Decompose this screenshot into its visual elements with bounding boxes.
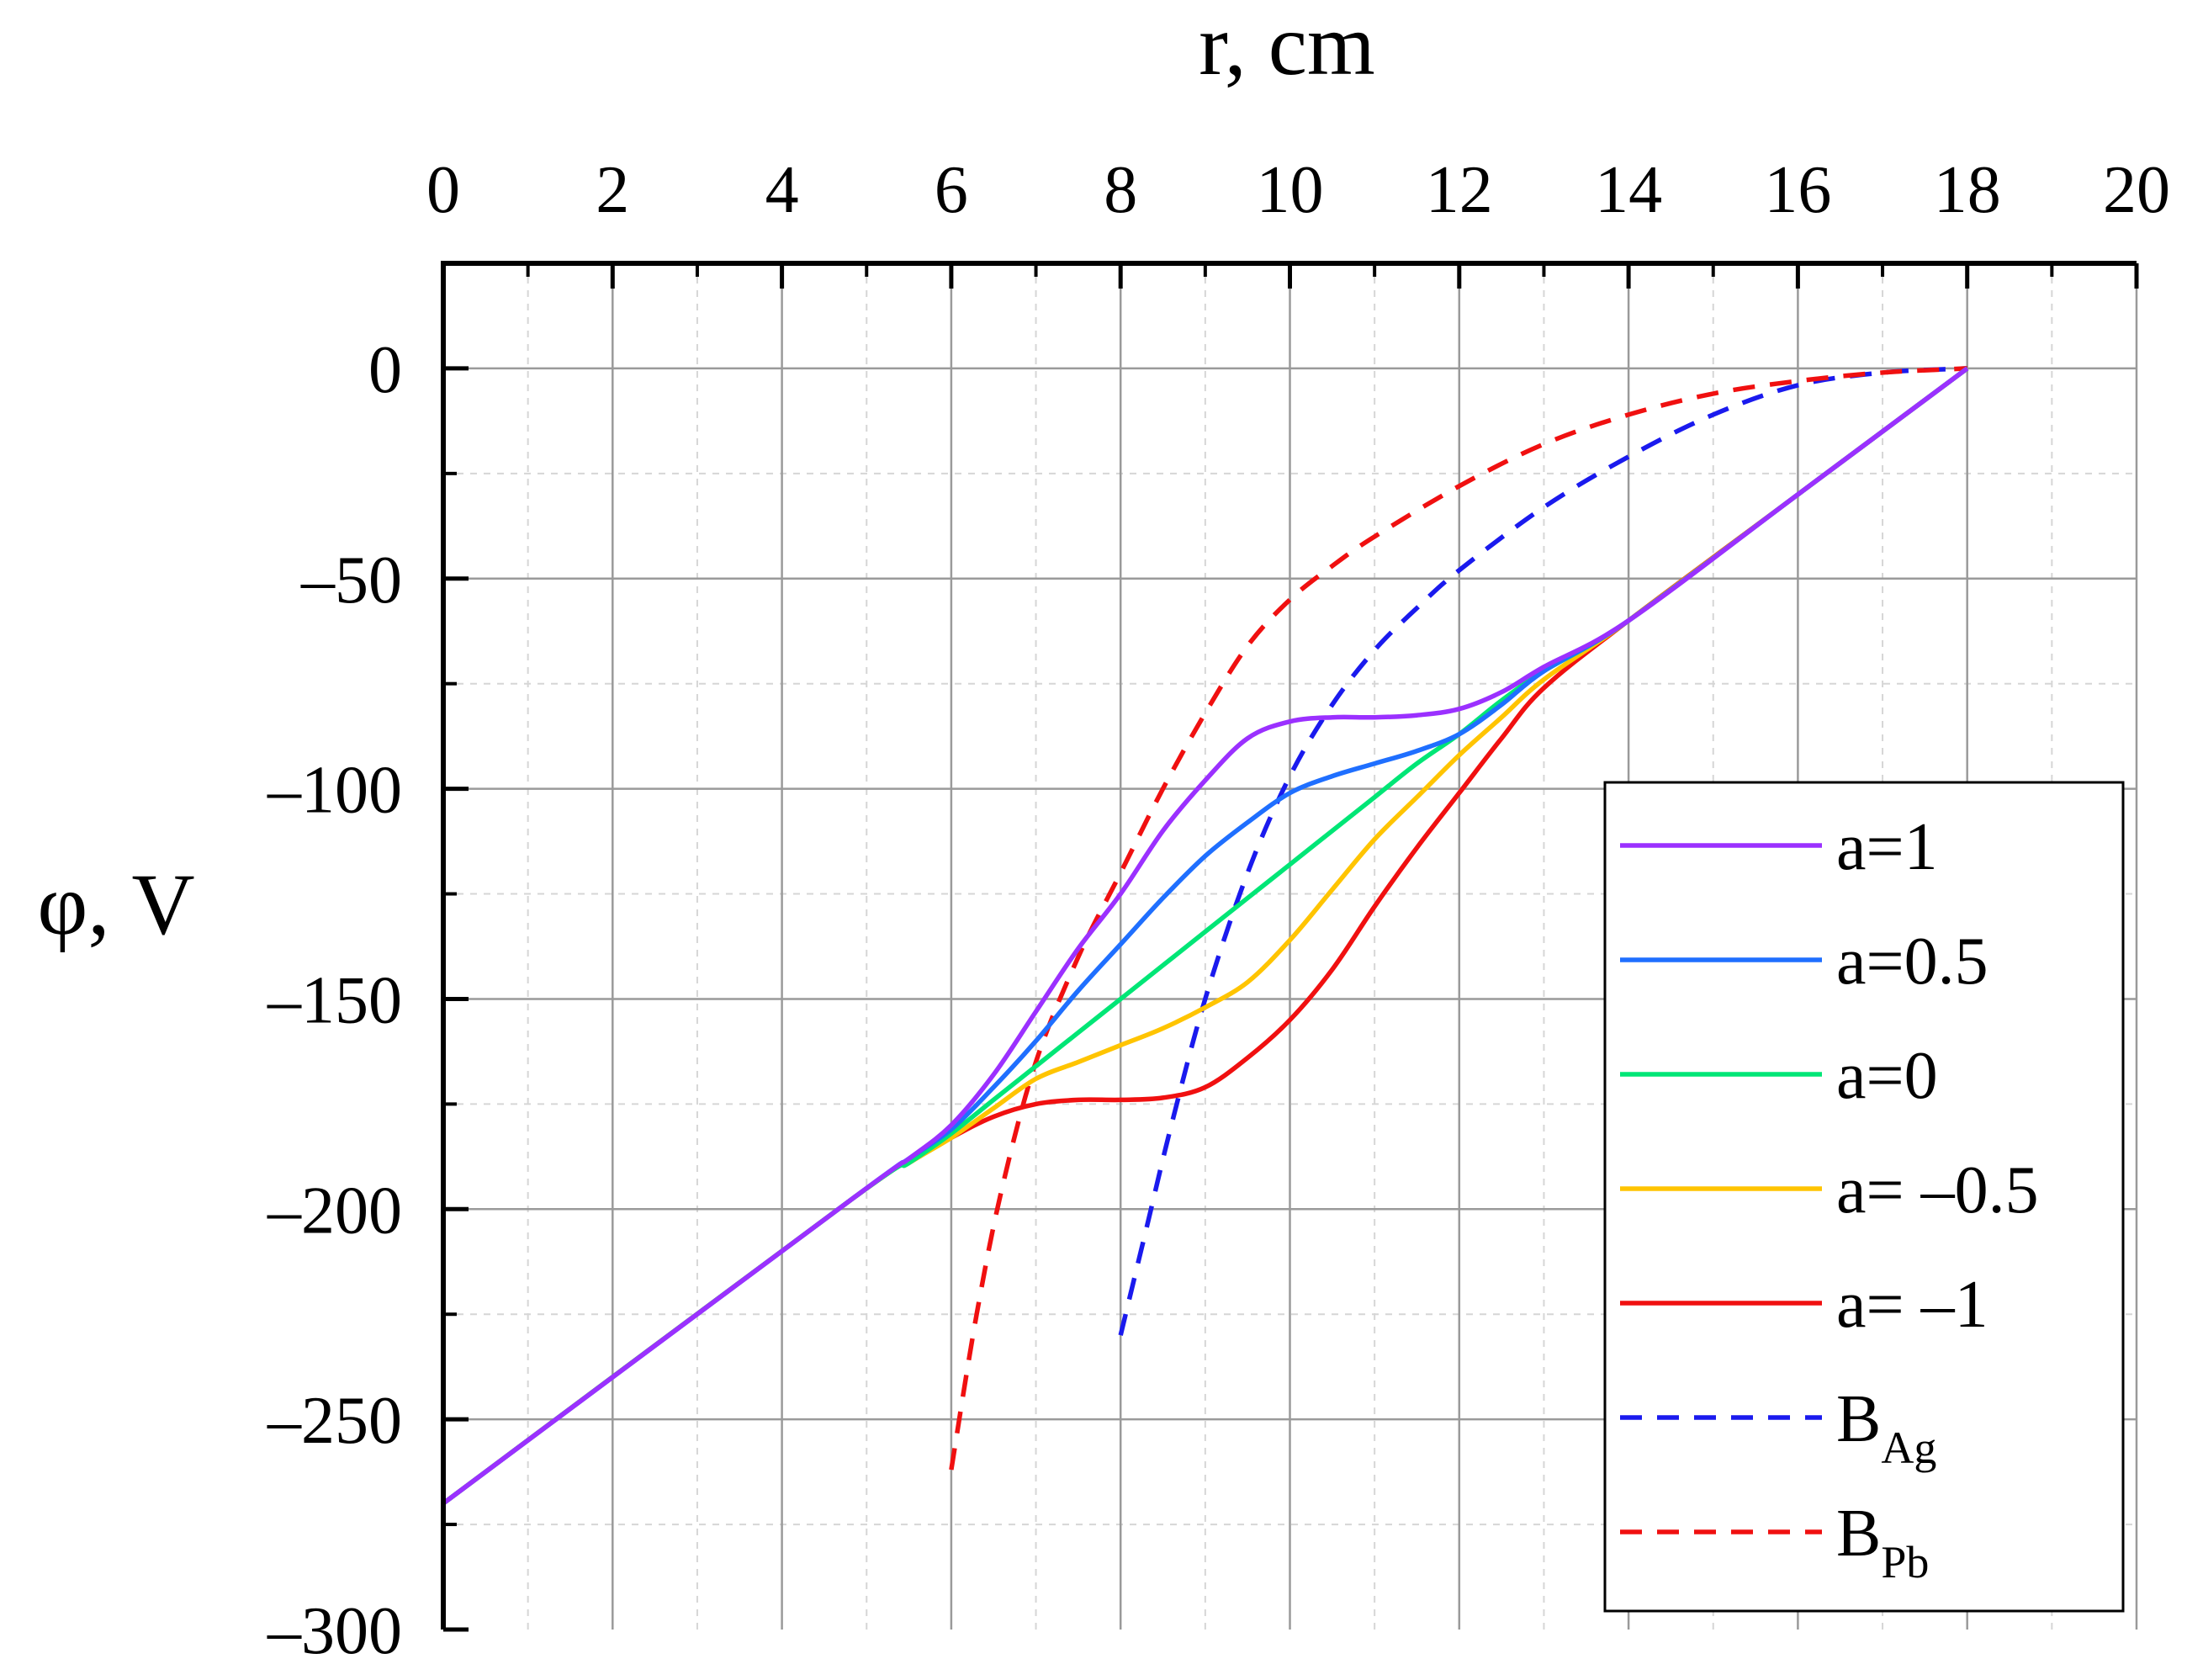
x-tick-label: 16	[1764, 153, 1831, 227]
legend-label: a= –1	[1836, 1268, 1988, 1342]
series-layer	[442, 366, 1969, 1506]
series-line-b-pb	[949, 366, 1967, 1471]
y-axis-title: φ, V	[37, 856, 194, 953]
y-tick-label: –300	[267, 1594, 402, 1668]
legend-label: a=0	[1836, 1039, 1938, 1113]
y-tick-label: –150	[267, 963, 402, 1037]
x-tick-label: 14	[1595, 153, 1662, 227]
x-tick-label: 4	[765, 153, 799, 227]
axes: 0 2 4 6 8 10 12 14 16 18 20 0 –50 –100 –150 –200 –250 –30…	[267, 153, 2170, 1668]
x-tick-label: 18	[1934, 153, 2001, 227]
x-tick-label: 20	[2103, 153, 2170, 227]
legend-label: a=1	[1836, 810, 1938, 884]
legend-label-subscript: Pb	[1881, 1537, 1929, 1587]
series-line-b-ag	[1118, 366, 1967, 1336]
y-tick-label: –200	[267, 1174, 402, 1248]
x-tick-label: 10	[1257, 153, 1324, 227]
x-tick-label: 12	[1426, 153, 1493, 227]
legend-label: a=0.5	[1836, 925, 1988, 999]
x-tick-label: 0	[426, 153, 460, 227]
x-tick-label: 6	[935, 153, 968, 227]
legend-box	[1603, 781, 2125, 1613]
y-tick-label: –100	[267, 754, 402, 828]
x-tick-label: 2	[596, 153, 629, 227]
y-tick-label: –250	[267, 1384, 402, 1458]
y-tick-label: 0	[368, 333, 402, 407]
legend-label-subscript: Ag	[1881, 1423, 1936, 1473]
series-line-a-1	[442, 366, 1969, 1506]
legend-label: a= –0.5	[1836, 1153, 2039, 1227]
x-axis-title: r, cm	[1199, 0, 1375, 93]
y-tick-label: –50	[300, 543, 402, 617]
x-tick-label: 8	[1104, 153, 1137, 227]
